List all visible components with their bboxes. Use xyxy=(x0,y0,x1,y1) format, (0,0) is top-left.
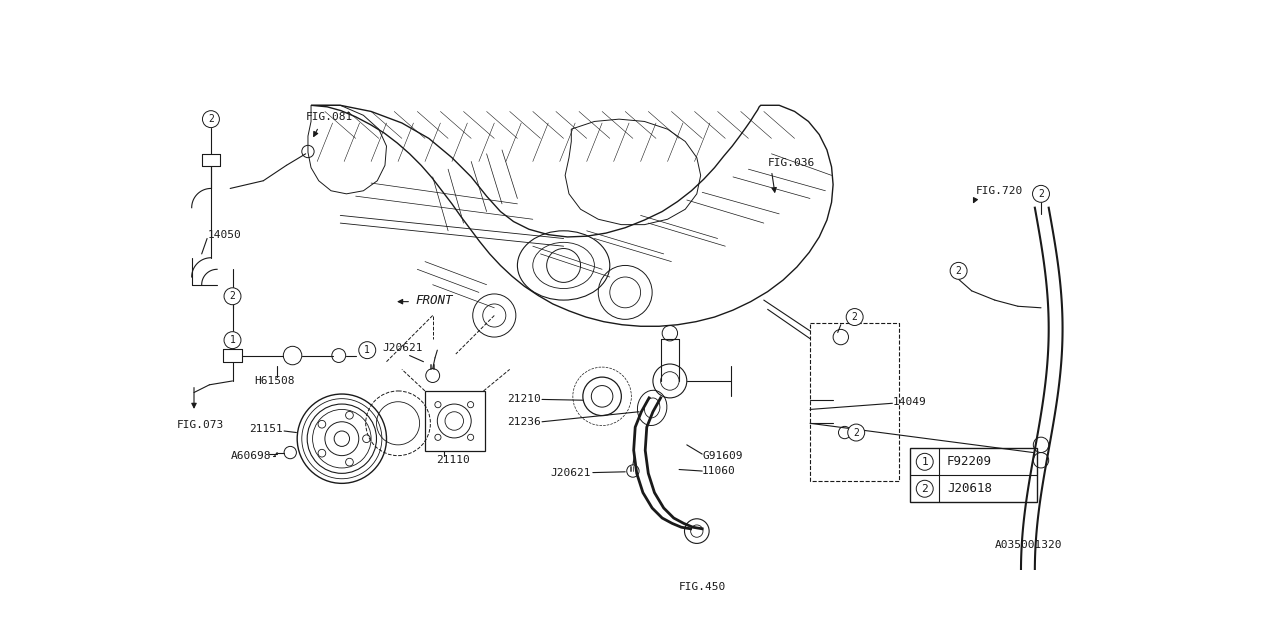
Text: 21151: 21151 xyxy=(248,424,283,435)
Text: G91609: G91609 xyxy=(703,451,742,461)
Circle shape xyxy=(916,480,933,497)
Text: 11060: 11060 xyxy=(703,466,736,476)
Bar xyxy=(910,448,1037,502)
Text: A035001320: A035001320 xyxy=(995,540,1062,550)
Text: 14049: 14049 xyxy=(893,397,927,407)
Text: FIG.073: FIG.073 xyxy=(177,420,224,430)
Polygon shape xyxy=(311,106,833,326)
Text: FIG.036: FIG.036 xyxy=(768,158,815,168)
Text: 14050: 14050 xyxy=(207,230,242,239)
Text: 21110: 21110 xyxy=(436,455,470,465)
Text: H61508: H61508 xyxy=(253,376,294,386)
Bar xyxy=(810,323,899,481)
Circle shape xyxy=(846,308,863,326)
Circle shape xyxy=(358,342,376,358)
Text: FRONT: FRONT xyxy=(416,294,453,307)
Text: 2: 2 xyxy=(922,484,928,493)
Circle shape xyxy=(224,288,241,305)
Text: FIG.450: FIG.450 xyxy=(680,582,726,592)
Circle shape xyxy=(950,262,968,279)
Text: J20621: J20621 xyxy=(550,468,590,478)
Text: A60698: A60698 xyxy=(230,451,271,461)
Circle shape xyxy=(1033,186,1050,202)
Text: J20618: J20618 xyxy=(947,483,992,495)
Text: FIG.720: FIG.720 xyxy=(975,186,1023,196)
Text: J20621: J20621 xyxy=(383,343,424,353)
Text: 2: 2 xyxy=(956,266,961,276)
Text: 2: 2 xyxy=(851,312,858,322)
Text: 2: 2 xyxy=(209,114,214,124)
Circle shape xyxy=(847,424,865,441)
Bar xyxy=(425,391,485,451)
Circle shape xyxy=(202,111,219,127)
Text: F92209: F92209 xyxy=(947,455,992,468)
Text: FIG.081: FIG.081 xyxy=(306,112,353,122)
Text: 1: 1 xyxy=(365,345,370,355)
Text: 2: 2 xyxy=(229,291,236,301)
Circle shape xyxy=(916,453,933,470)
Text: 2: 2 xyxy=(1038,189,1044,199)
Text: 21210: 21210 xyxy=(507,394,540,404)
Text: 21236: 21236 xyxy=(507,417,540,427)
Text: 1: 1 xyxy=(229,335,236,345)
Text: 2: 2 xyxy=(854,428,859,438)
Circle shape xyxy=(224,332,241,349)
Text: 1: 1 xyxy=(922,457,928,467)
